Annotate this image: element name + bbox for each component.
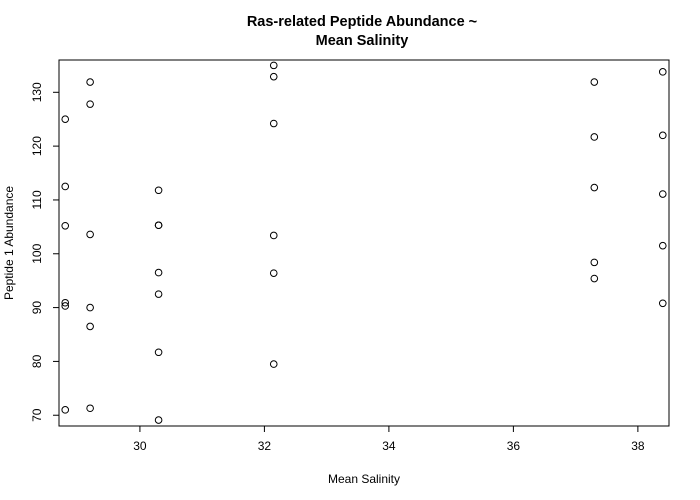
x-tick-label: 34	[382, 439, 396, 453]
chart-title-line-2: Mean Salinity	[316, 33, 409, 49]
data-point	[154, 348, 163, 357]
y-tick-label: 70	[30, 408, 44, 422]
data-point	[86, 100, 94, 108]
chart-title-line-1: Ras-related Peptide Abundance ~	[247, 14, 477, 30]
plot-frame	[58, 59, 670, 427]
x-tick-label: 30	[133, 439, 147, 453]
data-point	[86, 230, 94, 239]
data-point	[154, 290, 163, 298]
data-points	[61, 61, 667, 424]
data-point	[590, 78, 599, 86]
data-point	[86, 322, 94, 331]
y-tick-label: 90	[30, 301, 44, 315]
y-tick-label: 100	[30, 243, 44, 263]
y-tick-label: 80	[30, 354, 44, 368]
data-point	[61, 115, 70, 124]
data-point	[61, 298, 70, 307]
data-point	[658, 241, 667, 250]
data-point	[269, 269, 278, 277]
data-point	[590, 133, 599, 141]
data-point	[658, 68, 667, 76]
data-point	[658, 190, 667, 198]
data-point	[269, 61, 278, 70]
data-point	[86, 404, 94, 413]
y-axis-label: Peptide 1 Abundance	[2, 186, 16, 300]
y-tick-label: 130	[30, 82, 44, 102]
data-point	[658, 131, 667, 140]
data-point	[269, 72, 278, 81]
x-axis-label: Mean Salinity	[328, 472, 400, 486]
data-point	[61, 221, 70, 230]
data-point	[154, 186, 163, 195]
data-point	[86, 78, 94, 86]
data-point	[269, 119, 278, 128]
x-tick-label: 32	[258, 439, 272, 453]
data-point	[86, 303, 94, 312]
x-tick-label: 38	[631, 439, 645, 453]
data-point	[154, 221, 163, 230]
data-point	[61, 302, 70, 310]
data-point	[590, 258, 599, 267]
data-point	[658, 299, 667, 308]
data-point	[269, 360, 278, 368]
data-point	[61, 182, 70, 191]
y-tick-label: 110	[30, 190, 44, 209]
data-point	[154, 416, 163, 424]
data-point	[61, 406, 70, 414]
y-tick-label: 120	[30, 136, 44, 156]
y-axis: 70 80 90 100 110 120 130	[30, 82, 59, 422]
data-point	[590, 274, 599, 283]
data-point	[154, 268, 163, 277]
x-tick-label: 36	[507, 439, 521, 453]
data-point	[269, 231, 278, 240]
data-point	[590, 183, 599, 192]
x-axis: 30 32 34 36 38	[133, 426, 645, 453]
